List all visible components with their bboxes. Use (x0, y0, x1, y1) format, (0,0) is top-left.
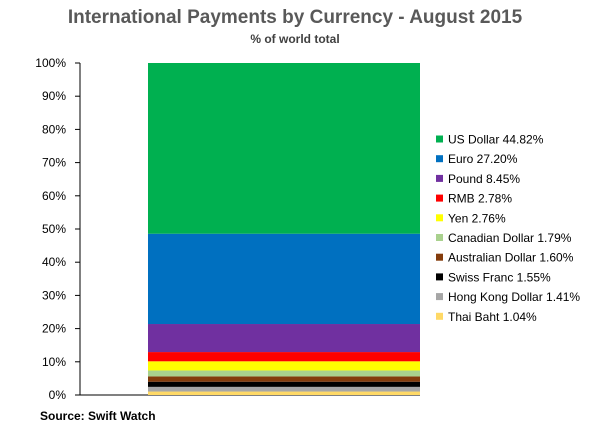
legend-swatch (436, 194, 443, 202)
bar-segment-pound (148, 324, 420, 353)
y-tick-label: 40% (42, 255, 66, 269)
y-tick-label: 50% (42, 222, 66, 236)
legend-swatch (436, 155, 443, 163)
legend-label: Yen 2.76% (448, 211, 506, 225)
legend-label: US Dollar 44.82% (448, 133, 544, 147)
bar-segment-canadian-dollar (148, 370, 420, 377)
bar-segment-euro (148, 233, 420, 325)
y-tick-label: 20% (42, 322, 66, 336)
legend-swatch (436, 174, 443, 182)
legend-swatch (436, 312, 443, 320)
legend-label: Euro 27.20% (448, 152, 518, 166)
y-tick-label: 0% (49, 388, 67, 402)
legend-swatch (436, 234, 443, 241)
bar-segment-thai-baht (148, 391, 420, 395)
bar-segment-rmb (148, 352, 420, 362)
legend-label: Hong Kong Dollar 1.41% (448, 290, 580, 304)
legend-swatch (436, 273, 443, 281)
legend-label: RMB 2.78% (448, 192, 512, 206)
y-tick-label: 80% (42, 122, 66, 136)
bar-segment-swiss-franc (148, 381, 420, 387)
y-tick-label: 30% (42, 288, 66, 302)
legend-swatch (436, 253, 443, 261)
y-tick-label: 10% (42, 355, 66, 369)
y-tick-label: 70% (42, 156, 66, 170)
source-note: Source: Swift Watch (40, 409, 156, 423)
bar-segment-hong-kong-dollar (148, 386, 420, 392)
chart-subtitle: % of world total (250, 32, 339, 46)
bar-segment-australian-dollar (148, 376, 420, 382)
legend: US Dollar 44.82% Euro 27.20% Pound 8.45% RM… (436, 133, 580, 324)
legend-label: Canadian Dollar 1.79% (448, 231, 572, 245)
legend-label: Thai Baht 1.04% (448, 310, 537, 324)
bar-segment-yen (148, 361, 420, 371)
bar-segments (148, 63, 420, 395)
legend-swatch (436, 293, 443, 301)
y-tick-label: 90% (42, 89, 66, 103)
legend-label: Australian Dollar 1.60% (448, 251, 574, 265)
y-axis-ticks: 0% 10% 20% 30% 40% 50% 60% 70% 80% 90% 100% (35, 56, 80, 402)
legend-swatch (436, 214, 443, 222)
y-tick-label: 60% (42, 189, 66, 203)
bar-segment-us-dollar (148, 63, 420, 234)
y-tick-label: 100% (35, 56, 66, 70)
legend-swatch (436, 135, 443, 143)
chart-title: International Payments by Currency - Aug… (68, 7, 523, 28)
legend-label: Pound 8.45% (448, 172, 520, 186)
legend-label: Swiss Franc 1.55% (448, 270, 551, 284)
